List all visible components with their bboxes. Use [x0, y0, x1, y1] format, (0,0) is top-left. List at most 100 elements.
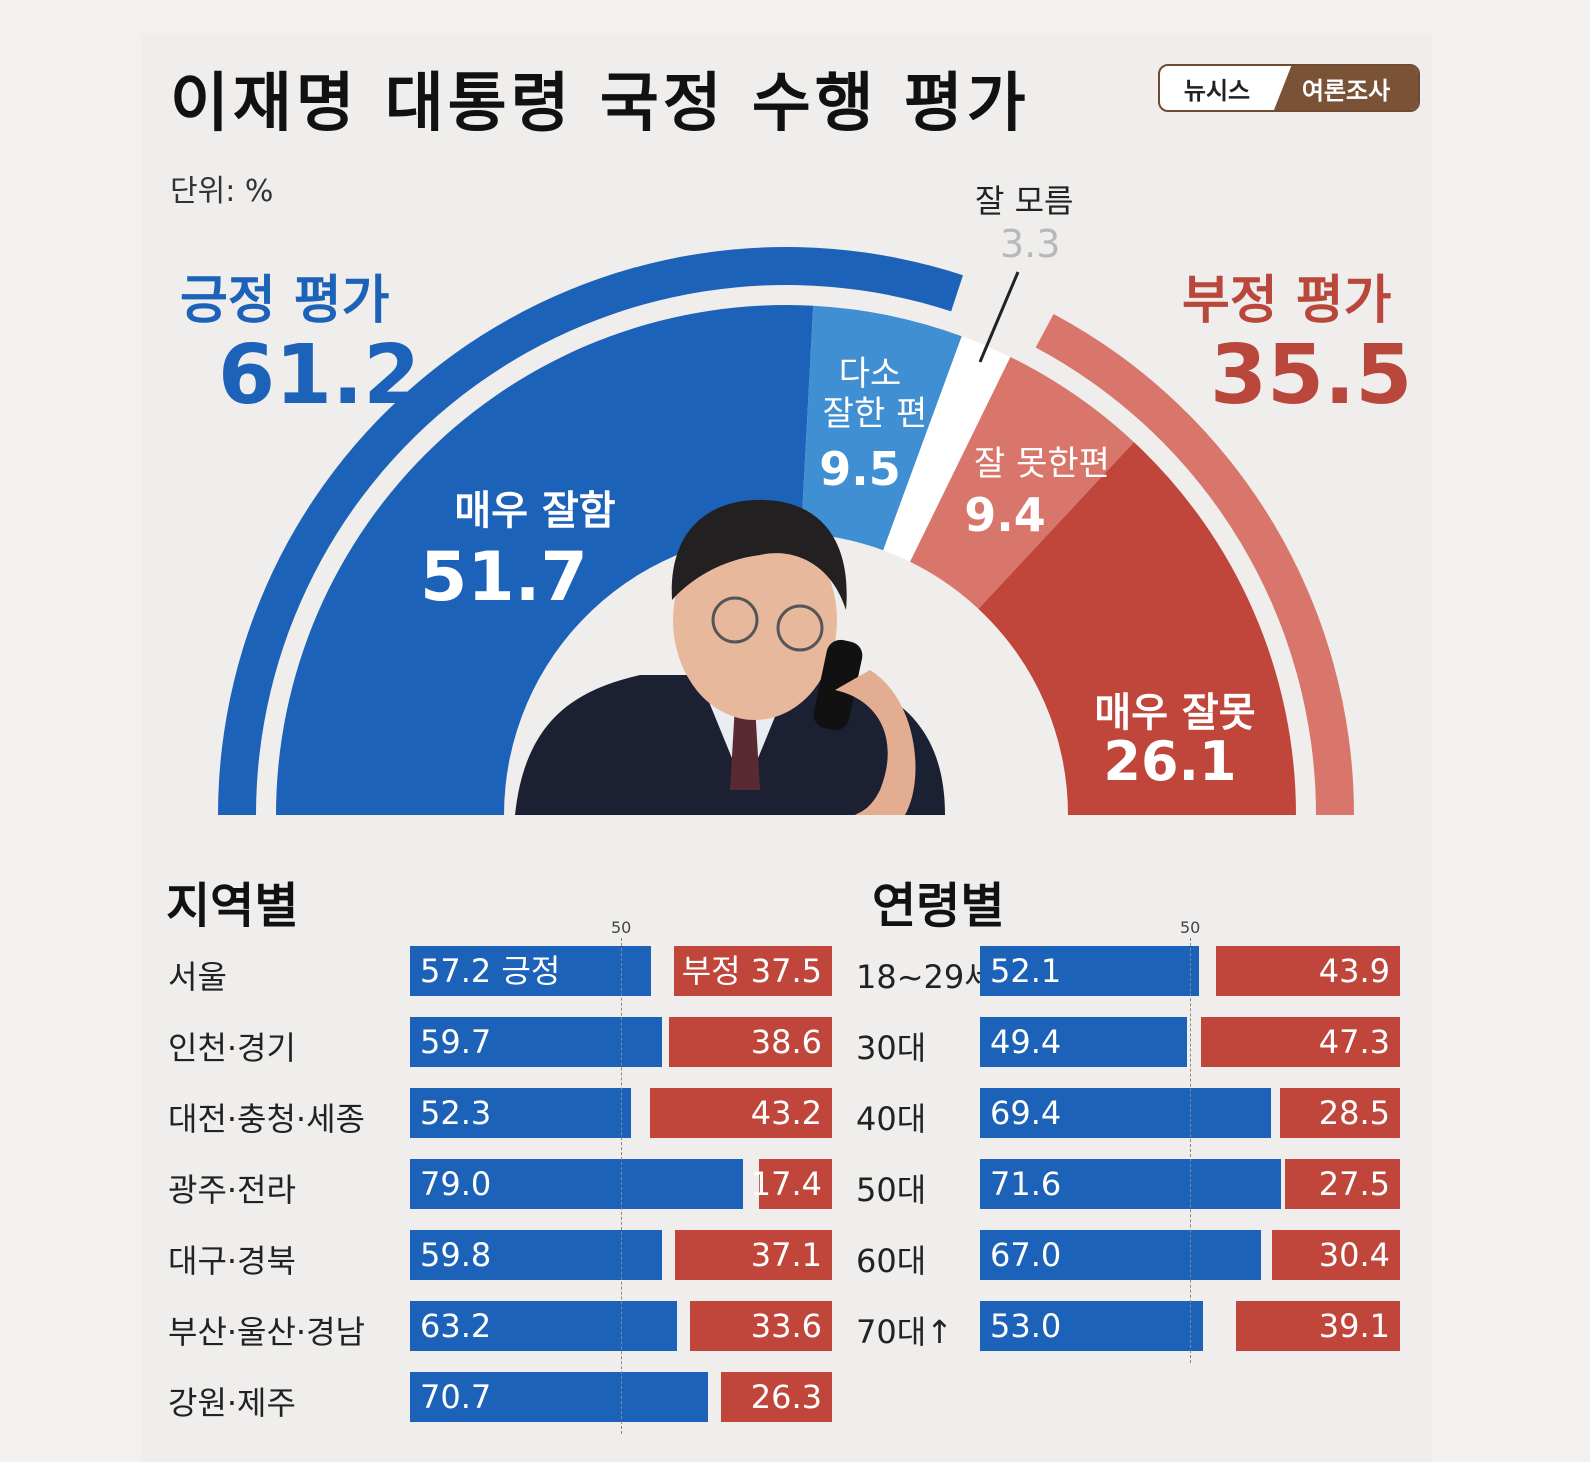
negative-bar: 30.4: [1272, 1230, 1400, 1280]
half-donut-chart: [218, 246, 1354, 815]
positive-value-label: 52.3: [420, 1094, 492, 1132]
negative-bar: 27.5: [1284, 1159, 1400, 1209]
category-label: 70대↑: [856, 1313, 953, 1351]
negative-bar: 17.4: [751, 1159, 832, 1209]
negative-bar: 28.5: [1280, 1088, 1400, 1138]
face-shape: [673, 520, 837, 720]
category-label: 60대: [856, 1242, 927, 1280]
slice-value-very-good: 51.7: [420, 538, 588, 617]
page-title: 이재명 대통령 국정 수행 평가: [170, 67, 1030, 141]
negative-label: 부정 평가: [1182, 271, 1392, 331]
positive-value-label: 52.1: [990, 952, 1062, 990]
category-label: 40대: [856, 1100, 927, 1138]
category-label: 광주·전라: [168, 1171, 296, 1209]
positive-value-label: 53.0: [990, 1307, 1062, 1345]
slice-value-somewhat-good: 9.5: [819, 442, 901, 496]
slice-value-somewhat-bad: 9.4: [964, 488, 1046, 542]
negative-value-label: 17.4: [750, 1165, 822, 1203]
negative-bar: 33.6: [690, 1301, 832, 1351]
slice-label-somewhat-bad: 잘 못한편: [974, 444, 1110, 484]
negative-value-label: 부정 37.5: [681, 952, 822, 990]
negative-bar: 37.1: [675, 1230, 832, 1280]
positive-bar: 70.7: [410, 1372, 709, 1422]
positive-bar: 57.2 긍정: [410, 946, 652, 996]
phone-handset: [813, 639, 863, 731]
negative-value-label: 43.9: [1318, 952, 1390, 990]
category-label: 50대: [856, 1171, 927, 1209]
category-label: 18~29세: [856, 958, 994, 996]
hand-shape: [835, 670, 916, 815]
positive-value: 61.2: [218, 328, 421, 423]
category-label: 서울: [168, 958, 227, 996]
negative-value-label: 26.3: [750, 1378, 822, 1416]
dont-know-leader-line: [978, 271, 1020, 363]
reference-tick-label: 50: [611, 918, 632, 937]
negative-bar: 부정 37.5: [673, 946, 832, 996]
category-label: 대구·경북: [168, 1242, 296, 1280]
negative-bar: 39.1: [1235, 1301, 1400, 1351]
category-label: 30대: [856, 1029, 927, 1067]
positive-bar: 59.7: [410, 1017, 662, 1067]
positive-bar: 67.0: [980, 1230, 1262, 1280]
slice-label-very-good: 매우 잘함: [454, 488, 616, 534]
donut-slice-0: [276, 305, 814, 815]
category-label: 대전·충청·세종: [168, 1100, 365, 1138]
positive-bar: 49.4: [980, 1017, 1188, 1067]
positive-value-label: 59.7: [420, 1023, 492, 1061]
positive-bar: 79.0: [410, 1159, 744, 1209]
negative-value-label: 38.6: [750, 1023, 822, 1061]
region-section-title: 지역별: [166, 878, 299, 934]
negative-value-label: 27.5: [1318, 1165, 1390, 1203]
negative-value-label: 37.1: [750, 1236, 822, 1274]
glasses-left: [711, 596, 759, 644]
positive-label: 긍정 평가: [180, 271, 390, 331]
hair-shape: [671, 499, 847, 610]
donut-slice-2: [883, 336, 1011, 562]
negative-value-label: 28.5: [1318, 1094, 1390, 1132]
unit-label: 단위: %: [170, 174, 274, 209]
slice-value-very-bad: 26.1: [1103, 730, 1237, 793]
donut-slice-3: [910, 357, 1134, 609]
positive-bar: 52.3: [410, 1088, 631, 1138]
donut-slice-4: [978, 442, 1296, 815]
age-section-title: 연령별: [872, 878, 1005, 934]
positive-value-label: 70.7: [420, 1378, 492, 1416]
negative-bar: 43.9: [1215, 946, 1400, 996]
positive-value-label: 67.0: [990, 1236, 1062, 1274]
negative-bar: 26.3: [721, 1372, 832, 1422]
negative-value-label: 43.2: [750, 1094, 822, 1132]
negative-value: 35.5: [1210, 328, 1413, 423]
slice-label-somewhat-good-2: 잘한 편: [822, 394, 928, 434]
reference-line: [621, 938, 622, 1434]
brand-section: 여론조사: [1274, 66, 1418, 110]
brand-name: 뉴시스: [1183, 76, 1251, 105]
negative-value-label: 47.3: [1318, 1023, 1390, 1061]
dont-know-label: 잘 모름: [975, 182, 1074, 220]
reference-tick-label: 50: [1180, 918, 1201, 937]
negative-bar: 43.2: [649, 1088, 832, 1138]
positive-value-label: 59.8: [420, 1236, 492, 1274]
glasses-right: [776, 604, 824, 652]
slice-label-somewhat-good-1: 다소: [838, 354, 902, 394]
negative-value-label: 39.1: [1318, 1307, 1390, 1345]
positive-value-label: 49.4: [990, 1023, 1062, 1061]
positive-bar: 53.0: [980, 1301, 1203, 1351]
negative-bar: 47.3: [1201, 1017, 1400, 1067]
outer-ring-negative: [1035, 313, 1354, 815]
negative-value-label: 30.4: [1318, 1236, 1390, 1274]
tie-shape: [730, 705, 760, 790]
positive-value-label: 63.2: [420, 1307, 492, 1345]
positive-value-label: 57.2 긍정: [420, 952, 561, 990]
positive-bar: 63.2: [410, 1301, 677, 1351]
positive-bar: 52.1: [980, 946, 1199, 996]
negative-bar: 38.6: [669, 1017, 832, 1067]
negative-value-label: 33.6: [750, 1307, 822, 1345]
positive-bar: 69.4: [980, 1088, 1272, 1138]
president-photo: [515, 499, 945, 815]
positive-bar: 59.8: [410, 1230, 663, 1280]
reference-line: [1190, 938, 1191, 1363]
dont-know-value: 3.3: [1000, 222, 1061, 266]
positive-value-label: 71.6: [990, 1165, 1062, 1203]
donut-slice-1: [801, 305, 962, 551]
category-label: 부산·울산·경남: [168, 1313, 365, 1351]
